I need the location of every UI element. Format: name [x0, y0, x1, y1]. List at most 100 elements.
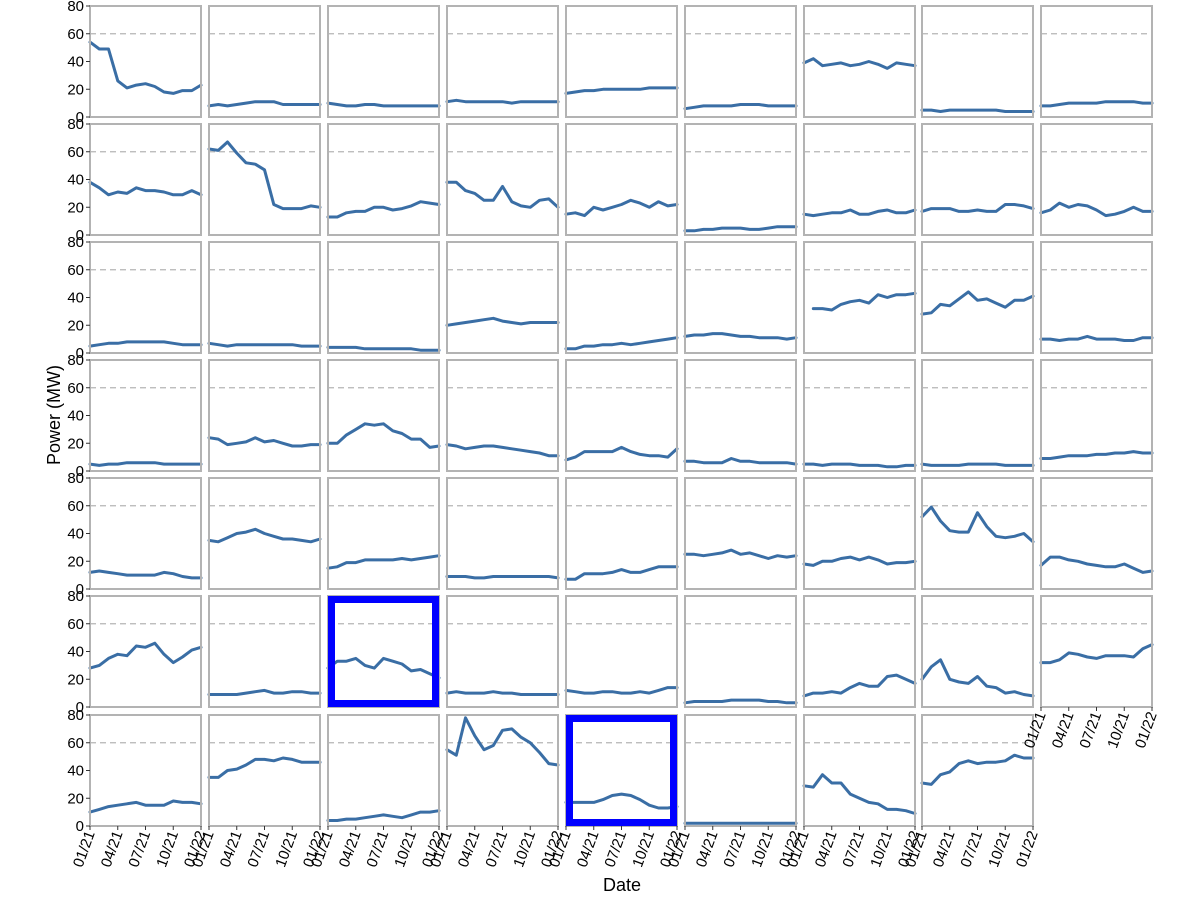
panel-frame: [684, 359, 797, 472]
series-line: [207, 688, 322, 696]
panel-r4-c2: [326, 477, 441, 590]
panel-frame: [803, 477, 916, 590]
series-line: [445, 316, 560, 327]
x-tick-label: 10/21: [272, 829, 301, 870]
panel-frame: [327, 5, 440, 118]
y-tick-label: 20: [67, 790, 84, 807]
series-line: [683, 225, 798, 233]
series-line: [920, 462, 1035, 467]
panel-r5-c4: [564, 595, 679, 708]
series-line: [445, 180, 560, 209]
y-tick-label: 40: [67, 763, 84, 780]
series-line: [207, 140, 322, 211]
panel-r3-c8: [1039, 359, 1154, 472]
x-tick-label: 04/21: [1049, 710, 1078, 751]
panel-frame: [89, 241, 202, 354]
panel-r4-c0: [88, 477, 203, 590]
panel-r3-c3: [445, 359, 560, 472]
y-tick-label: 60: [67, 735, 84, 752]
series-line: [1039, 100, 1154, 108]
series-line: [802, 673, 917, 698]
panel-r5-c8: [1039, 595, 1154, 708]
panel-frame: [89, 123, 202, 236]
panel-frame: [1040, 241, 1153, 354]
panel-r5-c1: [207, 595, 322, 708]
y-tick-label: 80: [67, 116, 84, 133]
x-tick-label: 10/21: [748, 829, 777, 870]
panel-frame: [684, 241, 797, 354]
panel-r3-c0: [88, 359, 203, 472]
y-tick-label: 60: [67, 380, 84, 397]
series-line: [445, 690, 560, 696]
x-tick-label: 07/21: [957, 829, 986, 870]
panel-frame: [684, 595, 797, 708]
panel-frame: [208, 359, 321, 472]
panel-frame: [446, 241, 559, 354]
highlight-box: [328, 596, 439, 707]
panel-r6-c5: [683, 714, 798, 827]
y-tick-label: 40: [67, 408, 84, 425]
panel-r1-c3: [445, 123, 560, 236]
panel-frame: [327, 123, 440, 236]
series-line: [920, 753, 1035, 786]
y-tick-label: 40: [67, 526, 84, 543]
y-tick-label: 0: [76, 345, 84, 362]
panel-frame: [921, 359, 1034, 472]
panel-frame: [803, 595, 916, 708]
panel-frame: [446, 5, 559, 118]
panel-frame: [684, 5, 797, 118]
panel-frame: [1040, 595, 1153, 708]
series-line: [802, 208, 917, 218]
series-line: [811, 291, 917, 312]
series-line: [564, 86, 679, 95]
panel-frame: [565, 5, 678, 118]
x-tick-label: 10/21: [867, 829, 896, 870]
y-tick-label: 80: [67, 352, 84, 369]
panel-frame: [565, 595, 678, 708]
y-tick-label: 20: [67, 671, 84, 688]
series-line: [802, 555, 917, 567]
series-line: [326, 422, 441, 449]
series-line: [207, 756, 322, 779]
series-line: [1039, 334, 1154, 342]
panel-frame: [803, 359, 916, 472]
panel-r2-c3: [445, 241, 560, 354]
y-tick-label: 60: [67, 144, 84, 161]
x-tick-label: 04/21: [693, 829, 722, 870]
y-tick-label: 40: [67, 172, 84, 189]
panel-r0-c8: [1039, 5, 1154, 118]
panel-frame: [446, 123, 559, 236]
panel-frame: [684, 714, 797, 827]
panel-r0-c4: [564, 5, 679, 118]
x-tick-label: 10/21: [1104, 710, 1133, 751]
panel-frame: [208, 5, 321, 118]
x-tick-label: 10/21: [985, 829, 1014, 870]
y-tick-label: 60: [67, 616, 84, 633]
panel-r6-c2: [326, 714, 441, 827]
x-tick-label: 10/21: [391, 829, 420, 870]
panel-r6-c3: [445, 714, 560, 827]
panel-frame: [684, 477, 797, 590]
panel-r3-c4: [564, 359, 679, 472]
y-tick-label: 80: [67, 707, 84, 724]
y-tick-label: 0: [76, 463, 84, 480]
panel-frame: [803, 5, 916, 118]
x-tick-label: 04/21: [336, 829, 365, 870]
panel-frame: [208, 123, 321, 236]
panel-r0-c2: [326, 5, 441, 118]
series-line: [88, 40, 203, 95]
series-line: [326, 101, 441, 108]
y-tick-label: 20: [67, 81, 84, 98]
x-tick-label: 04/21: [812, 829, 841, 870]
series-line: [564, 792, 679, 810]
panel-r3-c7: [920, 359, 1035, 472]
panel-frame: [327, 359, 440, 472]
panel-frame: [921, 477, 1034, 590]
series-line: [207, 100, 322, 108]
panel-frame: [1040, 359, 1153, 472]
panel-r0-c6: [802, 5, 917, 118]
x-tick-label: 04/21: [455, 829, 484, 870]
panel-frame: [565, 477, 678, 590]
panel-r1-c7: [920, 123, 1035, 236]
panel-r2-c1: [207, 241, 322, 354]
